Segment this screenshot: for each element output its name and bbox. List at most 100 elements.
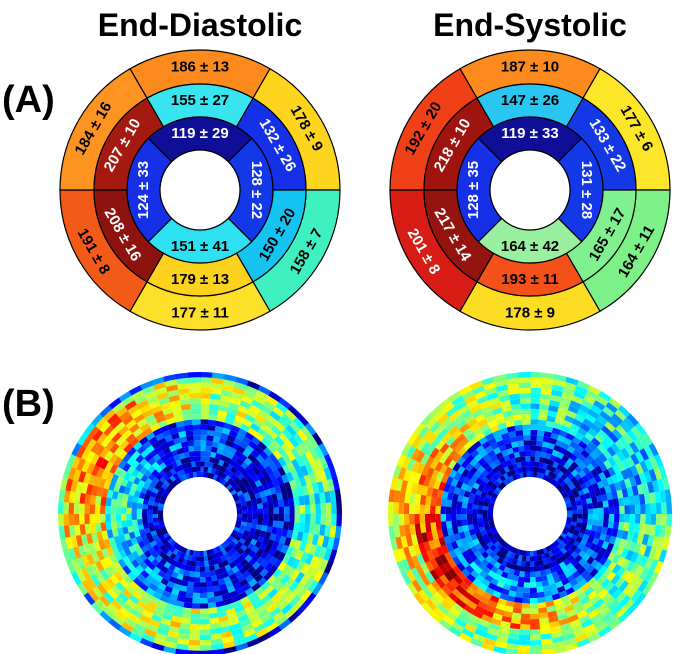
- polar-cell: [586, 590, 598, 601]
- polar-cell: [434, 449, 445, 462]
- polar-cell: [304, 553, 314, 566]
- polar-cell: [624, 444, 636, 457]
- polar-cell: [552, 576, 562, 584]
- polar-cell: [538, 414, 549, 421]
- polar-cell: [566, 506, 573, 512]
- polar-cell: [526, 550, 530, 557]
- polar-cell: [616, 450, 627, 463]
- polar-cell: [559, 541, 567, 548]
- polar-cell: [537, 419, 548, 426]
- polar-cell: [142, 427, 154, 437]
- polar-cell: [161, 492, 169, 499]
- polar-cell: [497, 625, 510, 634]
- polar-cell: [233, 570, 243, 579]
- polar-cell: [279, 483, 287, 493]
- polar-cell: [257, 608, 270, 620]
- polar-cell: [252, 623, 266, 634]
- polar-cell: [425, 549, 435, 561]
- polar-cell: [257, 535, 265, 544]
- polar-cell: [195, 466, 201, 472]
- polar-cell: [608, 535, 617, 546]
- polar-cell: [390, 476, 399, 491]
- polar-cell: [417, 541, 427, 554]
- polar-cell: [495, 550, 503, 558]
- polar-cell: [550, 394, 563, 403]
- polar-cell: [442, 401, 456, 414]
- polar-cell: [622, 598, 635, 612]
- polar-cell: [502, 472, 510, 480]
- polar-cell: [485, 386, 499, 396]
- polar-cell: [513, 596, 523, 604]
- polar-cell: [189, 393, 201, 399]
- polar-cell: [590, 423, 602, 434]
- polar-cell: [406, 581, 418, 596]
- polar-cell: [420, 551, 430, 563]
- polar-cell: [87, 425, 100, 439]
- polar-cell: [273, 459, 283, 470]
- polar-cell: [453, 616, 467, 628]
- polar-cell: [574, 413, 586, 424]
- polar-cell: [226, 550, 234, 558]
- polar-cell: [80, 447, 92, 461]
- polar-cell: [99, 458, 110, 470]
- polar-cell: [103, 537, 111, 549]
- polar-cell: [241, 505, 248, 511]
- polar-cell: [110, 584, 122, 596]
- polar-cell: [463, 476, 471, 486]
- polar-cell: [472, 538, 480, 546]
- polar-cell: [490, 537, 498, 545]
- polar-cell: [254, 492, 262, 500]
- polar-cell: [209, 627, 222, 635]
- polar-cell: [95, 416, 108, 430]
- polar-cell: [601, 541, 610, 551]
- polar-cell: [243, 491, 250, 499]
- polar-cell: [107, 618, 122, 631]
- polar-cell: [103, 479, 112, 490]
- polar-cell: [128, 631, 143, 643]
- polar-cell: [300, 453, 311, 466]
- polar-cell: [620, 469, 630, 481]
- polar-cell: [586, 632, 601, 644]
- polar-cell: [529, 613, 540, 620]
- polar-cell: [138, 582, 149, 592]
- polar-cell: [178, 430, 187, 438]
- polar-cell: [544, 595, 554, 603]
- polar-cell: [299, 551, 309, 564]
- polar-cell: [530, 414, 540, 420]
- polar-cell: [330, 514, 337, 527]
- polar-cell: [458, 631, 473, 643]
- polar-cell: [585, 454, 595, 464]
- polar-cell: [477, 517, 484, 524]
- polar-cell: [411, 434, 423, 449]
- polar-cell: [272, 500, 279, 509]
- polar-cell: [317, 571, 329, 586]
- polar-cell: [204, 571, 211, 578]
- polar-cell: [296, 486, 304, 498]
- polar-cell: [616, 489, 624, 500]
- polar-cell: [200, 414, 210, 420]
- polar-cell: [426, 530, 434, 542]
- polar-cell: [637, 435, 649, 450]
- polar-cell: [234, 642, 249, 652]
- polar-cell: [472, 385, 486, 395]
- polar-cell: [179, 552, 186, 559]
- polar-cell: [536, 430, 546, 437]
- polar-cell: [232, 420, 243, 429]
- polar-cell: [447, 459, 458, 470]
- title-end-systolic: End-Systolic: [433, 7, 627, 43]
- polar-cell: [436, 602, 449, 615]
- polar-cell: [74, 523, 81, 536]
- polar-cell: [610, 574, 621, 586]
- polar-cell: [440, 497, 448, 507]
- polar-cell: [121, 506, 127, 514]
- polar-cell: [493, 480, 501, 487]
- polar-cell: [288, 595, 301, 608]
- polar-cell: [245, 609, 258, 620]
- polar-cell: [458, 488, 466, 497]
- polar-cell: [655, 502, 662, 515]
- polar-cell: [138, 613, 152, 624]
- polar-cell: [203, 466, 209, 473]
- polar-cell: [636, 533, 644, 545]
- polar-cell: [518, 382, 531, 389]
- polar-cell: [648, 546, 658, 560]
